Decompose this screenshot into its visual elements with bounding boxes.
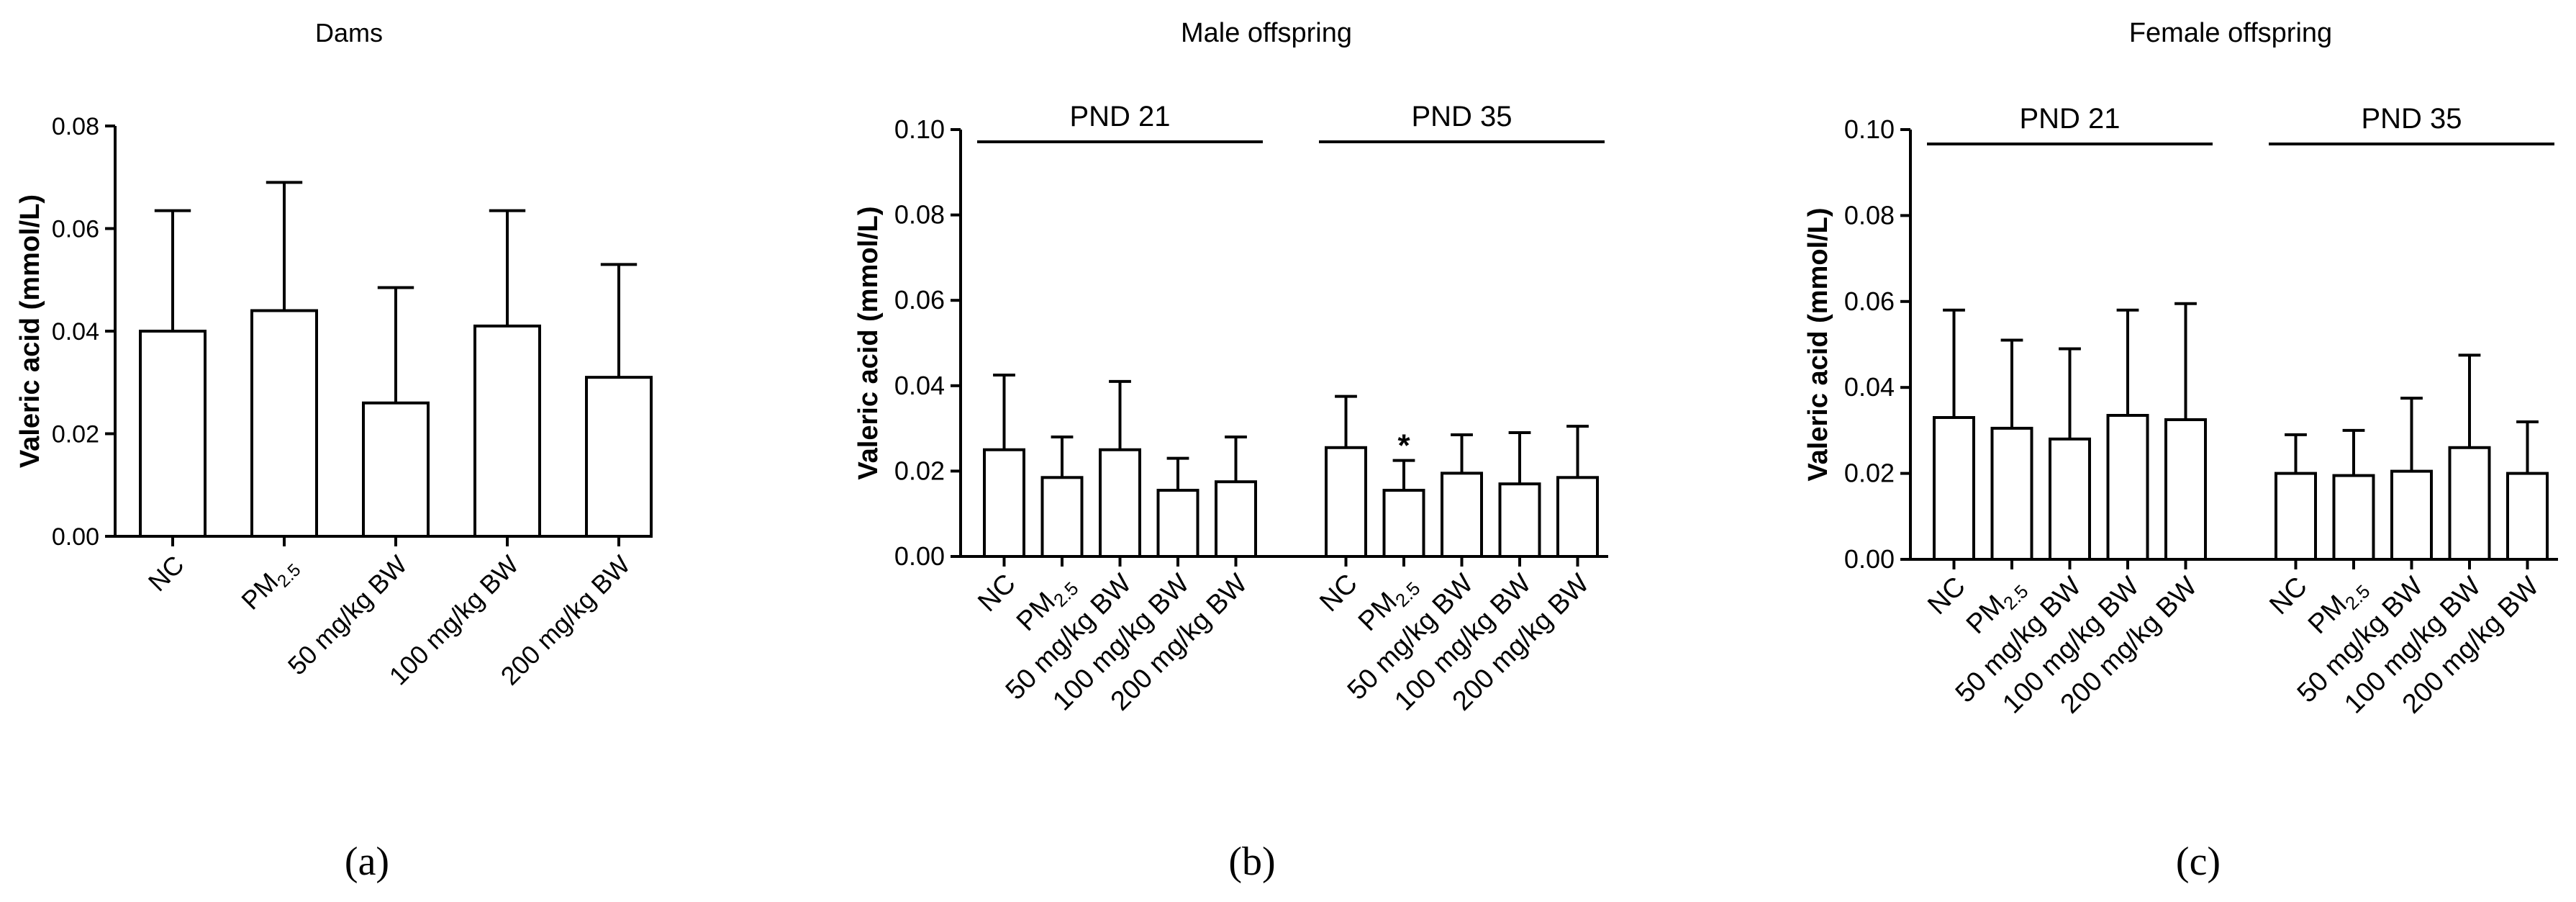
- bar: [1933, 415, 1975, 561]
- bar: [250, 309, 318, 538]
- y-tick-label: 0.08: [894, 200, 945, 230]
- chart-dams: Dams 0.00 0.02 0.04 0.06 0.08 Valeric acid (mm…: [15, 18, 653, 884]
- bar: [1215, 480, 1257, 558]
- y-tick-label: 0.06: [52, 216, 99, 243]
- bar: [983, 448, 1025, 558]
- y-tick-label: 0.02: [894, 456, 945, 485]
- group-label: PND 21: [1069, 101, 1170, 132]
- x-category-label: NC: [1922, 572, 1972, 621]
- bar: [2049, 437, 2091, 562]
- panel-label: (c): [2176, 839, 2221, 884]
- panel-label: (b): [1228, 839, 1275, 884]
- bar: [2164, 418, 2207, 561]
- y-axis-label: Valeric acid (mmol/L): [15, 194, 45, 468]
- bar: [585, 376, 653, 538]
- x-category-label: NC: [142, 550, 190, 597]
- x-category-label: NC: [972, 569, 1022, 618]
- significance-marker: *: [1397, 428, 1410, 464]
- chart-title: Male offspring: [1181, 18, 1352, 48]
- chart-title: Dams: [315, 18, 383, 48]
- y-tick-label: 0.00: [894, 541, 945, 571]
- bar: [1556, 476, 1599, 558]
- bar: [139, 330, 207, 538]
- bar: [362, 401, 430, 538]
- y-tick-label: 0.04: [52, 318, 99, 346]
- bar: [473, 324, 541, 538]
- bar: [1325, 446, 1367, 558]
- bar: [1099, 448, 1141, 558]
- y-tick-label: 0.00: [1844, 544, 1895, 574]
- y-tick-label: 0.08: [1844, 200, 1895, 230]
- bar: [1156, 489, 1199, 559]
- bar: [1040, 476, 1084, 558]
- bar: [2448, 446, 2491, 562]
- bar: [2390, 469, 2433, 561]
- y-tick-label: 0.06: [1844, 287, 1895, 316]
- y-tick-label: 0.04: [1844, 372, 1895, 402]
- group-label: PND 35: [1411, 101, 1512, 132]
- chart-title: Female offspring: [2129, 18, 2332, 48]
- bar: [2275, 472, 2317, 561]
- y-tick-label: 0.06: [894, 285, 945, 315]
- x-category-label: NC: [2264, 572, 2313, 621]
- bar: [1990, 426, 2033, 561]
- bar: [1498, 482, 1541, 558]
- y-tick-label: 0.08: [52, 113, 99, 140]
- y-tick-label: 0.00: [52, 523, 99, 551]
- chart-female-offspring: Female offspring 0.00 0.02 0.04 0.06 0.08 0.10…: [1803, 18, 2558, 884]
- panel-label: (a): [345, 839, 389, 884]
- x-category-label: NC: [1314, 569, 1364, 618]
- x-category-label: PM2.5: [235, 550, 304, 619]
- chart-male-offspring: Male offspring 0.00 0.02 0.04 0.06 0.08 0.10 Va…: [853, 18, 1608, 884]
- y-tick-label: 0.10: [1844, 114, 1895, 144]
- y-tick-label: 0.02: [1844, 459, 1895, 488]
- bar: [1441, 472, 1483, 558]
- group-label: PND 21: [2019, 103, 2120, 135]
- y-axis-label: Valeric acid (mmol/L): [1803, 207, 1833, 481]
- bar: [2506, 472, 2549, 561]
- y-axis-label: Valeric acid (mmol/L): [853, 206, 884, 479]
- group-label: PND 35: [2361, 103, 2462, 135]
- bar: [2106, 414, 2149, 561]
- bar: [1382, 489, 1425, 559]
- bar: [2332, 474, 2375, 562]
- y-tick-label: 0.04: [894, 371, 945, 400]
- y-tick-label: 0.02: [52, 421, 99, 448]
- y-tick-label: 0.10: [894, 114, 945, 144]
